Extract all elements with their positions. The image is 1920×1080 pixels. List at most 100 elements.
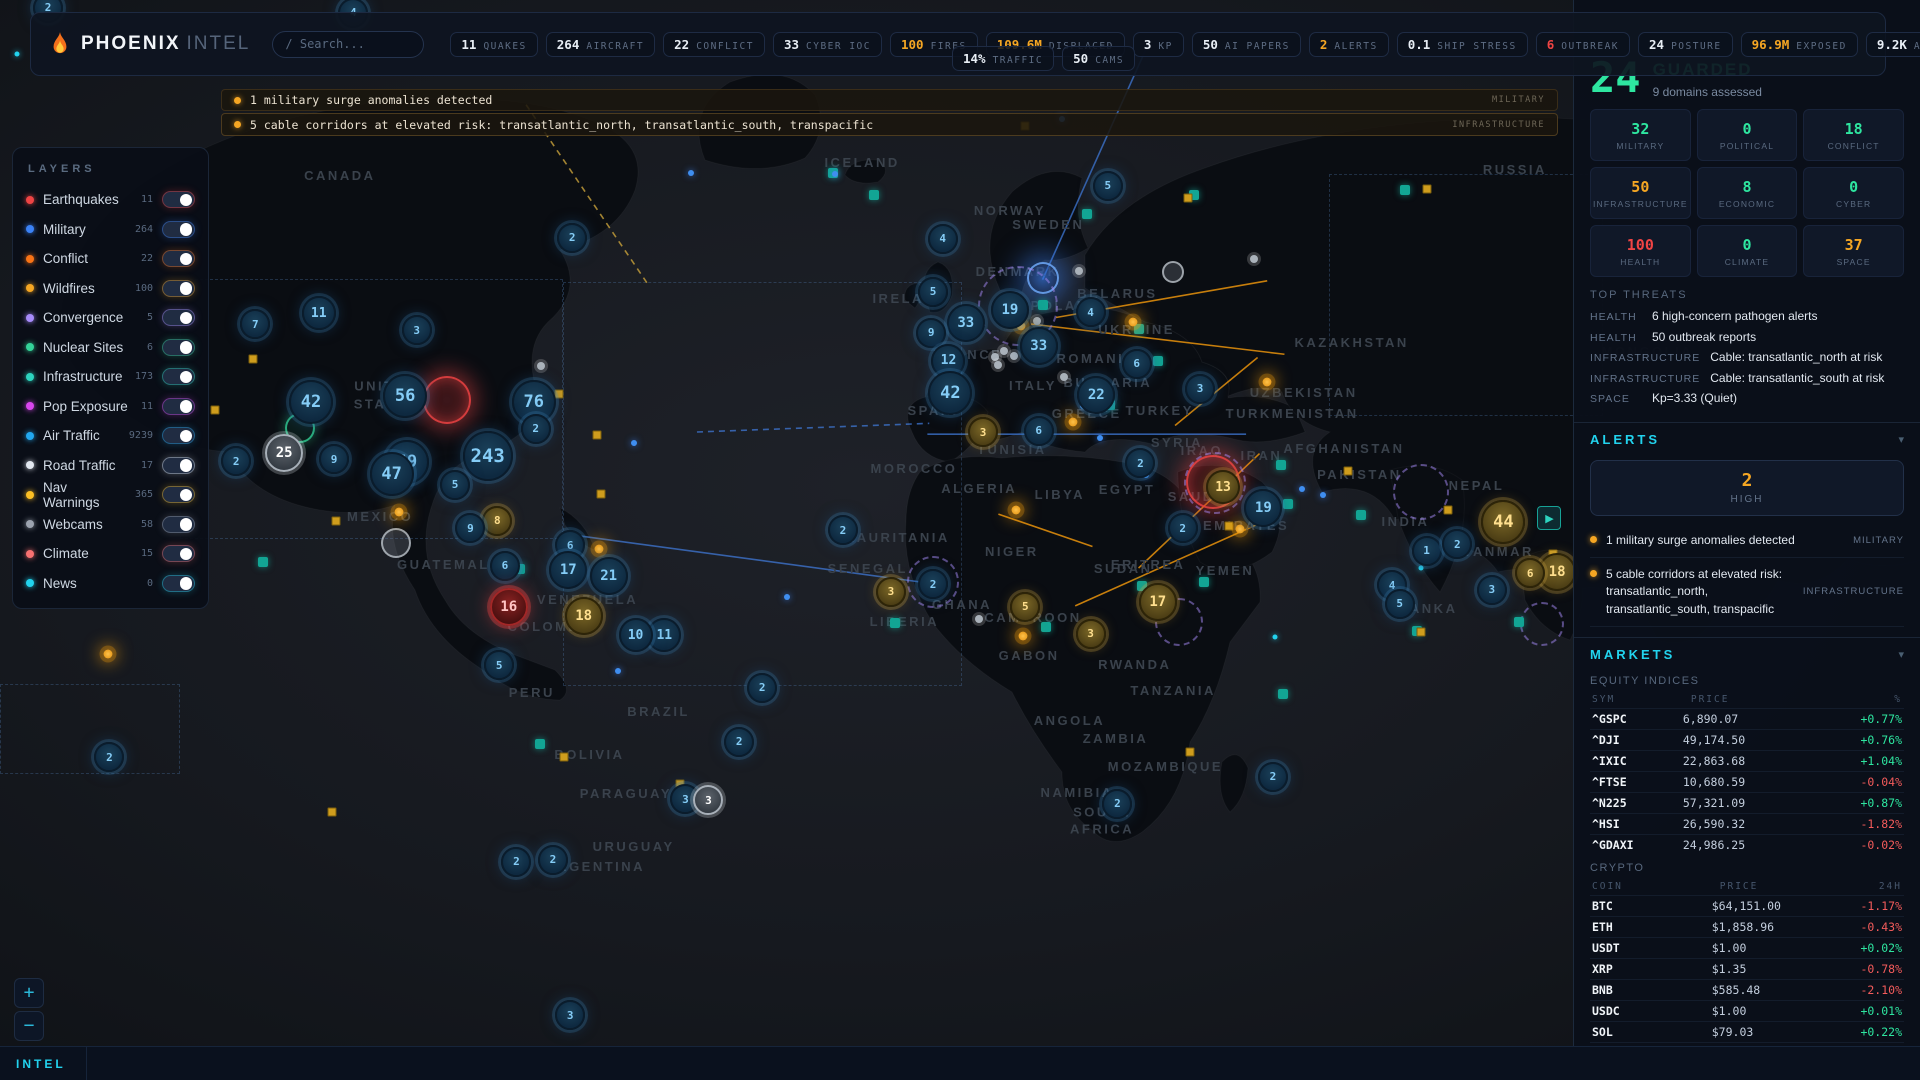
layer-toggle[interactable]: [162, 545, 195, 563]
webcam-marker[interactable]: [1032, 316, 1041, 325]
infrastructure-marker[interactable]: [1189, 190, 1200, 201]
map-cluster[interactable]: 6: [1023, 415, 1054, 446]
stat-badge[interactable]: 264 AIRCRAFT: [545, 31, 656, 57]
stat-badge[interactable]: 9.2K AIRBORNE: [1865, 31, 1920, 57]
map-cluster[interactable]: 3: [555, 1000, 586, 1031]
event-ring-marker[interactable]: [1162, 261, 1185, 284]
map-cluster[interactable]: 47: [369, 452, 414, 497]
threat-row[interactable]: HEALTH 50 outbreak reports: [1590, 330, 1904, 351]
event-ring-marker[interactable]: [977, 265, 1058, 346]
infrastructure-marker[interactable]: [1081, 208, 1092, 219]
stat-badge[interactable]: 6 OUTBREAK: [1535, 31, 1631, 57]
infrastructure-marker[interactable]: [1198, 577, 1209, 588]
stat-badge[interactable]: 11 QUAKES: [450, 31, 538, 57]
map-cluster[interactable]: 2: [537, 844, 568, 875]
layer-toggle[interactable]: [162, 368, 195, 386]
infrastructure-marker[interactable]: [1037, 299, 1048, 310]
nav-warning-marker[interactable]: [210, 405, 220, 415]
domain-cell[interactable]: 0 POLITICAL: [1696, 109, 1798, 161]
infrastructure-marker[interactable]: [1275, 460, 1286, 471]
stat-badge[interactable]: 14% TRAFFIC: [952, 46, 1055, 71]
domain-cell[interactable]: 32 MILITARY: [1590, 109, 1691, 161]
stat-badge[interactable]: 24 POSTURE: [1638, 31, 1733, 57]
stat-badge[interactable]: 50 AI PAPERS: [1191, 31, 1301, 57]
map-cluster[interactable]: 16: [489, 587, 528, 626]
stat-badge[interactable]: 0.1 SHIP STRESS: [1396, 31, 1528, 57]
layer-toggle[interactable]: [162, 515, 195, 533]
map-cluster[interactable]: 2: [1125, 448, 1156, 479]
event-ring-marker[interactable]: [1184, 451, 1247, 514]
map-cluster[interactable]: 2: [1442, 529, 1473, 560]
map-cluster[interactable]: 33: [1019, 326, 1058, 365]
map-cluster[interactable]: 56: [383, 374, 428, 419]
map-cluster[interactable]: 4: [927, 223, 958, 254]
layer-toggle[interactable]: [162, 486, 195, 504]
map-cluster[interactable]: 19: [1244, 488, 1283, 527]
layer-toggle[interactable]: [162, 338, 195, 356]
equity-row[interactable]: ^DJI 49,174.50 +0.76%: [1590, 729, 1904, 751]
layer-toggle[interactable]: [162, 397, 195, 415]
threat-row[interactable]: HEALTH 6 high-concern pathogen alerts: [1590, 309, 1904, 330]
nav-warning-marker[interactable]: [331, 516, 341, 526]
stat-badge[interactable]: 100 FIRES: [890, 31, 978, 57]
nav-warning-marker[interactable]: [327, 807, 337, 817]
news-marker[interactable]: [1272, 634, 1278, 640]
crypto-row[interactable]: SOL $79.03 +0.22%: [1590, 1020, 1904, 1043]
air-traffic-marker[interactable]: [784, 594, 791, 601]
map-cluster[interactable]: 2: [1102, 788, 1133, 819]
alerts-section-header[interactable]: ALERTS ▾: [1574, 421, 1920, 454]
map-cluster[interactable]: 3: [1185, 373, 1215, 404]
search-input[interactable]: [272, 30, 425, 58]
domain-cell[interactable]: 37 SPACE: [1803, 225, 1904, 277]
equity-row[interactable]: ^FTSE 10,680.59 -0.04%: [1590, 771, 1904, 793]
map-cluster[interactable]: 5: [1384, 588, 1415, 619]
map-cluster[interactable]: 4: [1075, 297, 1106, 328]
webcam-marker[interactable]: [1000, 347, 1009, 355]
map-cluster[interactable]: 10: [618, 618, 653, 653]
map-cluster[interactable]: 33: [946, 303, 985, 342]
equity-row[interactable]: ^N225 57,321.09 +0.87%: [1590, 792, 1904, 814]
stat-badge[interactable]: 33 CYBER IOC: [772, 31, 882, 57]
infrastructure-marker[interactable]: [1277, 689, 1288, 700]
webcam-marker[interactable]: [975, 614, 984, 623]
map-cluster[interactable]: 18: [564, 596, 603, 635]
map-cluster[interactable]: 3: [968, 417, 999, 447]
crypto-row[interactable]: ETH $1,858.96 -0.43%: [1590, 915, 1904, 938]
air-traffic-marker[interactable]: [615, 667, 622, 674]
map-cluster[interactable]: 5: [1092, 170, 1123, 201]
event-ring-marker[interactable]: [423, 375, 472, 424]
map-cluster[interactable]: 1: [1411, 535, 1442, 566]
crypto-row[interactable]: BTC $64,151.00 -1.17%: [1590, 894, 1904, 917]
map-cluster[interactable]: 11: [647, 618, 682, 653]
map-cluster[interactable]: 6: [1515, 558, 1546, 589]
infrastructure-marker[interactable]: [515, 564, 526, 575]
map-cluster[interactable]: 3: [693, 785, 724, 816]
map-cluster[interactable]: 9: [319, 444, 350, 474]
layer-toggle[interactable]: [162, 574, 195, 592]
threat-row[interactable]: INFRASTRUCTURE Cable: transatlantic_sout…: [1590, 371, 1904, 392]
layer-toggle[interactable]: [162, 250, 195, 268]
nav-warning-marker[interactable]: [559, 752, 569, 762]
nav-warning-marker[interactable]: [248, 354, 258, 364]
stat-badge[interactable]: 2 ALERTS: [1308, 31, 1389, 57]
infrastructure-marker[interactable]: [868, 190, 879, 201]
conflict-glow-marker[interactable]: [1018, 631, 1028, 641]
map-cluster[interactable]: 6: [1121, 348, 1152, 379]
map-cluster[interactable]: 42: [928, 371, 973, 416]
event-ring-marker[interactable]: [380, 528, 411, 559]
map-cluster[interactable]: 5: [918, 276, 949, 307]
map-cluster[interactable]: 2: [1167, 513, 1198, 544]
webcam-marker[interactable]: [1249, 255, 1258, 264]
nav-warning-marker[interactable]: [1343, 466, 1353, 476]
domain-cell[interactable]: 100 HEALTH: [1590, 225, 1691, 277]
map-cluster[interactable]: 243: [462, 430, 513, 481]
map-cluster[interactable]: 3: [1476, 574, 1507, 605]
stat-badge[interactable]: 50 CAMS: [1062, 46, 1136, 71]
map-cluster[interactable]: 17: [1138, 582, 1177, 621]
map-cluster[interactable]: 6: [489, 550, 520, 581]
event-ring-marker[interactable]: [907, 556, 960, 609]
map-cluster[interactable]: 25: [265, 433, 304, 472]
conflict-glow-marker[interactable]: [1011, 505, 1021, 515]
air-traffic-marker[interactable]: [630, 439, 637, 446]
alert-item[interactable]: 5 cable corridors at elevated risk: tran…: [1590, 558, 1904, 628]
